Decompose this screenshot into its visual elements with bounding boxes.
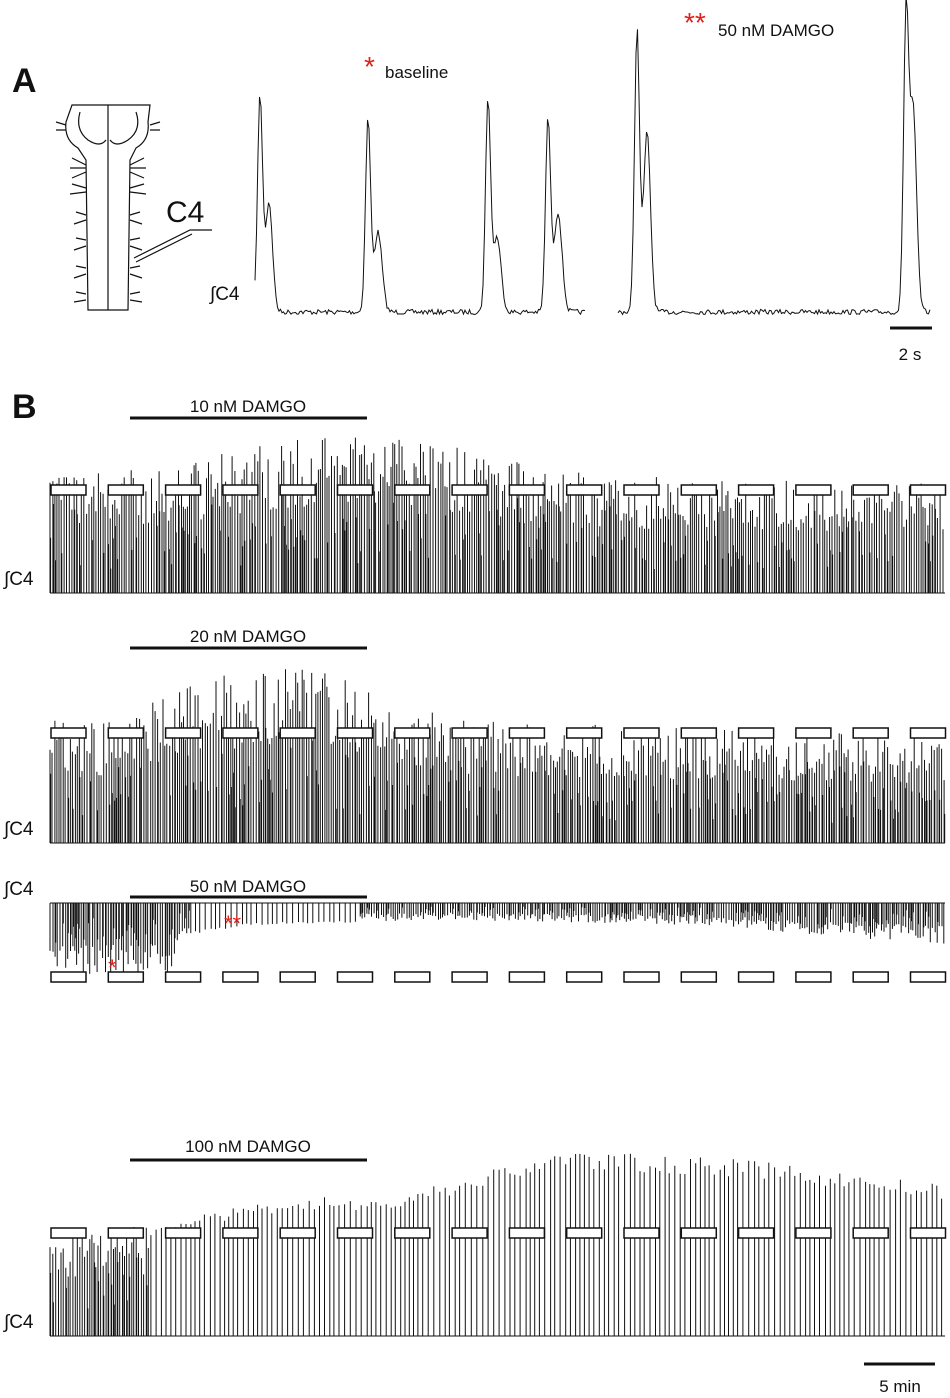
panel-label: B [12,388,37,426]
time-marker [623,727,660,739]
time-marker [50,727,87,739]
time-marker [508,1227,546,1239]
annotation: baseline [385,63,448,82]
time-marker [336,484,374,496]
time-marker [164,1227,202,1239]
time-marker [909,971,947,983]
trace-label: ∫C4 [209,284,240,305]
time-marker [680,1227,718,1239]
marker: * [108,955,117,980]
trace [49,902,945,978]
time-marker [50,971,87,983]
time-marker [623,484,660,496]
trace [49,437,945,594]
time-marker [680,971,718,983]
time-marker [222,484,259,496]
time-marker [909,1227,947,1239]
time-marker [737,971,775,983]
time-marker [909,484,947,496]
drug-label: 10 nM DAMGO [190,397,306,416]
marker: ** [224,911,242,936]
marker: * [364,51,375,82]
time-marker [508,727,546,739]
trace-label: ∫C4 [3,569,34,590]
time-marker [852,727,889,739]
drug-label: 20 nM DAMGO [190,627,306,646]
time-marker [565,1227,603,1239]
time-marker [565,484,603,496]
time-marker [164,727,202,739]
time-marker [279,727,316,739]
time-marker [279,484,316,496]
time-marker [50,1227,87,1239]
scale-bar-label: 2 s [899,345,922,364]
time-marker [222,727,259,739]
marker: ** [684,7,706,38]
time-marker [565,971,603,983]
time-marker [451,727,488,739]
trace-label: ∫C4 [3,879,34,900]
time-marker [394,484,431,496]
time-marker [279,1227,316,1239]
time-marker [852,1227,889,1239]
time-marker [336,727,374,739]
trace [617,0,931,316]
time-marker [451,971,488,983]
time-marker [795,727,832,739]
time-marker [394,971,431,983]
scale-bar-label: 5 min [879,1377,921,1396]
time-marker [336,971,374,983]
time-marker [222,971,259,983]
spinal-cord-diagram [55,104,212,311]
electrode-label: C4 [166,196,204,229]
time-marker [623,971,660,983]
time-marker [164,484,202,496]
time-marker [164,971,202,983]
trace-label: ∫C4 [3,819,34,840]
time-marker [107,727,145,739]
time-marker [107,1227,145,1239]
panel-label: A [12,62,37,100]
annotation: 50 nM DAMGO [718,21,834,40]
time-marker [336,1227,374,1239]
time-marker [508,484,546,496]
time-marker [279,971,316,983]
time-marker [909,727,947,739]
trace [49,1153,945,1337]
time-marker [565,727,603,739]
time-marker [795,484,832,496]
time-marker [50,484,87,496]
time-marker [107,484,145,496]
drug-label: 50 nM DAMGO [190,877,306,896]
time-marker [680,727,718,739]
time-marker [107,971,145,983]
time-marker [394,1227,431,1239]
time-marker [795,971,832,983]
time-marker [451,484,488,496]
time-marker [795,1227,832,1239]
time-marker [623,1227,660,1239]
trace [49,669,946,844]
time-marker [222,1227,259,1239]
time-marker [451,1227,488,1239]
trace [254,96,586,316]
time-marker [737,484,775,496]
drug-label: 100 nM DAMGO [185,1137,311,1156]
time-marker [508,971,546,983]
time-marker [852,484,889,496]
trace-label: ∫C4 [3,1312,34,1333]
time-marker [394,727,431,739]
time-marker [737,727,775,739]
time-marker [737,1227,775,1239]
time-marker [852,971,889,983]
time-marker [680,484,718,496]
